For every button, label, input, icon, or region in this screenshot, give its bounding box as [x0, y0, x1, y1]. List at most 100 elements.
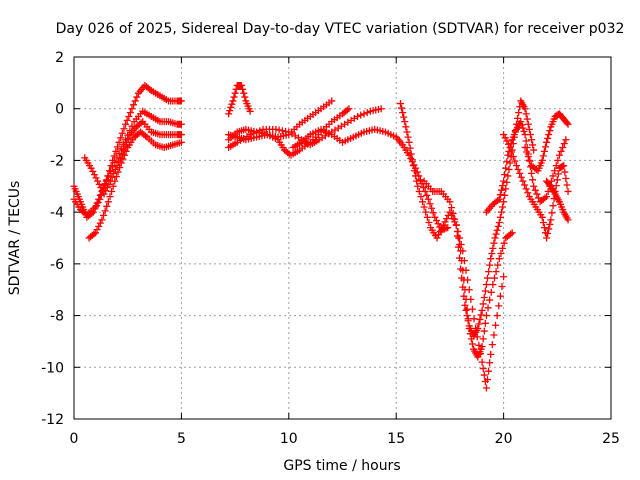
y-tick-label: -2: [50, 153, 64, 169]
data-point: [457, 247, 465, 255]
data-point: [487, 350, 495, 358]
data-point: [541, 194, 549, 202]
data-point: [497, 186, 505, 194]
data-point: [511, 157, 519, 165]
data-point: [413, 177, 421, 185]
data-point: [524, 153, 532, 161]
data-point: [504, 151, 512, 159]
data-point: [530, 146, 538, 154]
data-point: [239, 85, 247, 93]
data-point: [544, 134, 552, 142]
data-point: [116, 164, 124, 172]
data-point: [95, 222, 103, 230]
data-point: [564, 187, 572, 195]
y-tick-label: -8: [50, 309, 64, 325]
data-point: [407, 150, 415, 158]
data-point: [429, 209, 437, 217]
data-point: [98, 216, 106, 224]
series-sat-d: [85, 128, 185, 242]
data-point: [562, 175, 570, 183]
y-tick-label: -6: [50, 257, 64, 273]
data-point: [177, 97, 185, 105]
data-point: [462, 306, 470, 314]
data-point: [559, 144, 567, 151]
data-point: [405, 138, 413, 146]
data-point: [493, 312, 501, 320]
data-point: [103, 176, 111, 184]
data-point: [92, 174, 100, 182]
data-point: [409, 162, 417, 170]
data-point: [453, 232, 461, 240]
data-point: [415, 187, 423, 195]
data-point: [424, 195, 432, 203]
data-point: [522, 137, 530, 145]
data-point: [91, 203, 99, 211]
data-point: [414, 182, 422, 190]
data-point: [543, 193, 551, 201]
data-point: [90, 171, 98, 179]
data-point: [256, 127, 264, 135]
data-point: [525, 125, 533, 133]
plot-frame: [73, 56, 612, 420]
data-point: [506, 144, 514, 151]
data-point: [492, 268, 500, 276]
data-point: [553, 176, 561, 184]
data-point: [464, 317, 472, 325]
data-point: [446, 198, 454, 206]
data-point: [443, 215, 451, 223]
data-point: [421, 187, 429, 195]
data-point: [345, 105, 353, 113]
data-point: [490, 274, 498, 282]
data-point: [540, 224, 548, 232]
data-point: [246, 131, 254, 139]
data-point: [226, 107, 234, 115]
data-point: [499, 182, 507, 190]
data-point: [500, 198, 508, 206]
data-point: [404, 133, 412, 141]
data-point: [481, 287, 489, 295]
data-point: [554, 170, 562, 178]
data-point: [485, 268, 493, 276]
data-point: [496, 292, 504, 300]
data-point: [426, 200, 434, 208]
data-point: [354, 112, 362, 120]
data-point: [398, 104, 406, 112]
data-point: [454, 243, 462, 251]
data-point: [496, 191, 504, 199]
data-point: [97, 184, 105, 192]
data-point: [146, 85, 154, 93]
data-point: [560, 140, 568, 148]
data-point: [229, 97, 237, 105]
data-point: [543, 234, 551, 242]
data-point: [101, 207, 109, 215]
data-point: [103, 202, 111, 210]
data-point: [420, 203, 428, 211]
data-point: [478, 343, 486, 351]
data-point: [253, 128, 261, 136]
data-point: [500, 131, 508, 139]
x-axis-label: GPS time / hours: [283, 458, 400, 474]
series-sat-c: [81, 118, 185, 198]
data-point: [177, 138, 185, 146]
data-point: [499, 203, 507, 211]
data-point: [479, 365, 487, 373]
data-point: [360, 110, 368, 118]
data-point: [512, 162, 520, 170]
data-point: [105, 180, 113, 188]
data-point: [492, 321, 500, 329]
data-point: [508, 229, 516, 237]
data-point: [523, 115, 531, 123]
data-point: [497, 208, 505, 216]
data-point: [470, 315, 478, 323]
data-point: [484, 304, 492, 312]
data-point: [562, 136, 570, 144]
data-point: [543, 138, 551, 146]
data-point: [482, 384, 490, 392]
data-point: [560, 162, 568, 170]
data-point: [457, 265, 465, 273]
data-point: [227, 103, 235, 111]
data-point: [483, 274, 491, 282]
data-point: [109, 182, 117, 190]
data-point: [480, 293, 488, 301]
data-point: [545, 131, 553, 139]
